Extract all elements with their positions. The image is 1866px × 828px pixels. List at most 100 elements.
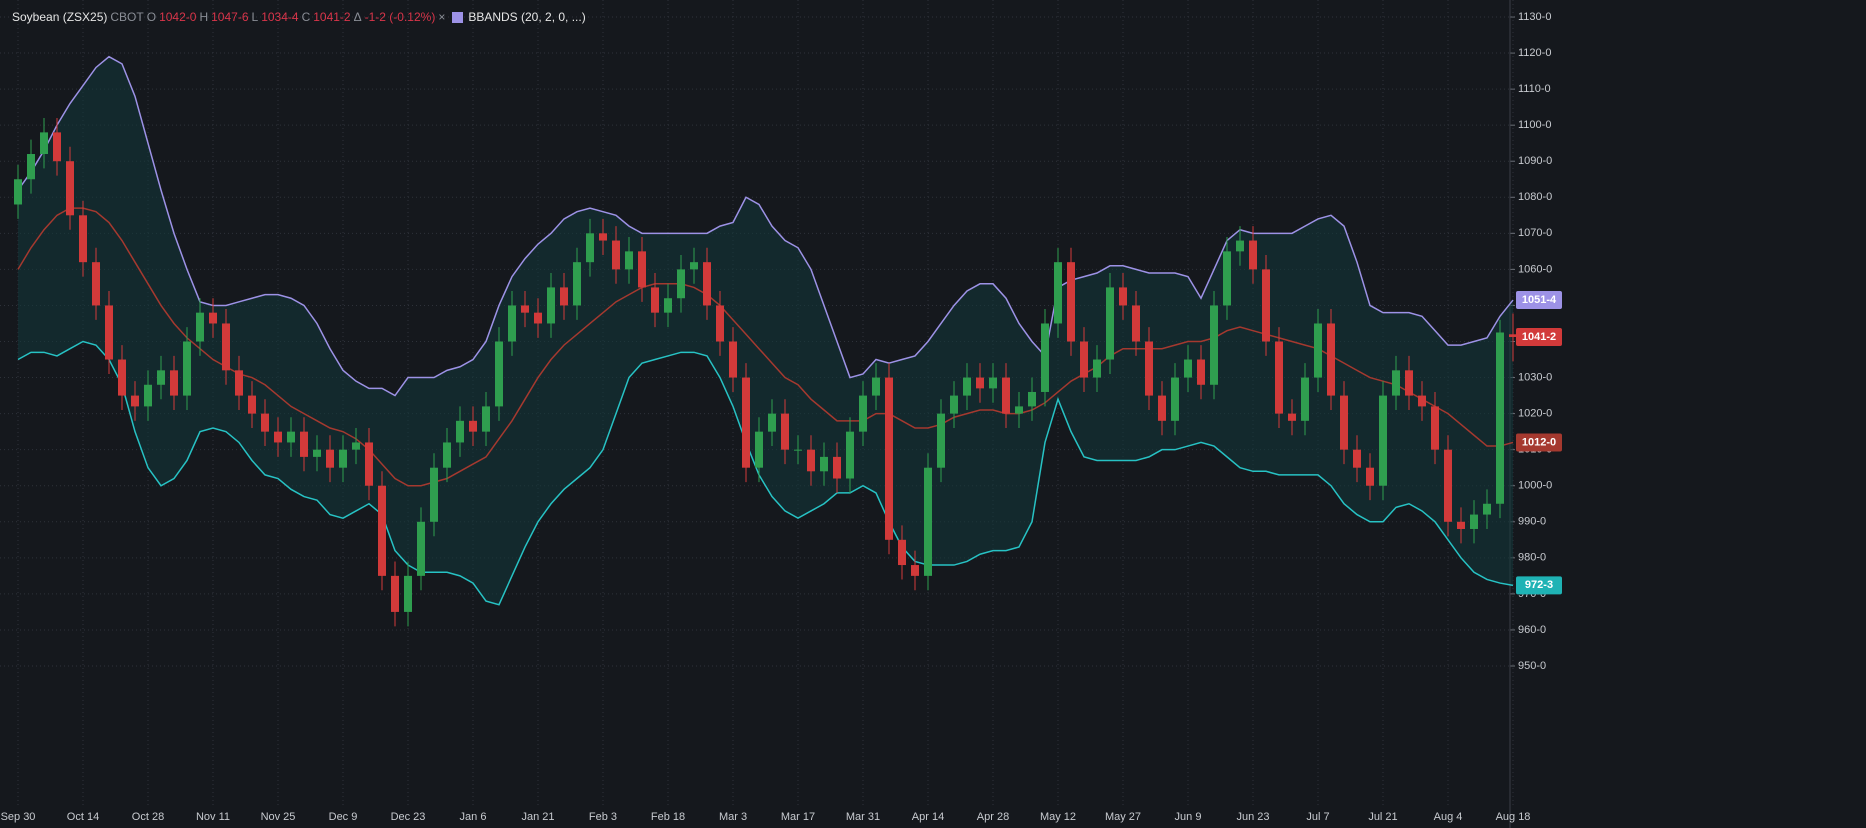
candle-body	[53, 132, 61, 162]
candle-body	[209, 312, 217, 324]
y-tick-label: 960-0	[1518, 624, 1546, 636]
y-tick-label: 990-0	[1518, 516, 1546, 528]
candle-body	[729, 341, 737, 378]
x-tick-label: Feb 18	[651, 811, 685, 823]
candle-body	[768, 413, 776, 432]
candle-body	[937, 413, 945, 468]
candle-body	[1405, 370, 1413, 396]
candle-body	[1457, 521, 1465, 529]
candle-body	[651, 287, 659, 313]
y-tick-label: 1030-0	[1518, 371, 1552, 383]
candle-body	[1158, 395, 1166, 421]
candle-body	[92, 262, 100, 306]
candle-body	[157, 370, 165, 385]
x-tick-label: Aug 4	[1434, 811, 1463, 823]
candle-body	[313, 449, 321, 457]
ohlc-label: H	[199, 10, 209, 24]
candle-body	[248, 395, 256, 414]
legend: Soybean (ZSX25) CBOT O 1042-0 H 1047-6 L 10…	[12, 10, 586, 24]
y-tick-label: 1000-0	[1518, 480, 1552, 492]
candle-body	[833, 456, 841, 479]
candle-body	[963, 377, 971, 396]
candle-body	[235, 370, 243, 396]
candle-body	[846, 431, 854, 479]
candle-body	[1106, 287, 1114, 360]
candle-body	[1210, 305, 1218, 385]
candle-body	[1028, 391, 1036, 407]
candle-body	[911, 565, 919, 576]
candle-body	[1379, 395, 1387, 486]
candle-body	[638, 251, 646, 288]
price-tag	[1516, 433, 1562, 452]
price-tag-label: 1051-4	[1522, 294, 1557, 306]
candle-body	[326, 449, 334, 468]
x-tick-label: Dec 23	[391, 811, 426, 823]
candle-body	[1483, 503, 1491, 515]
ohlc-value: 1034-4	[261, 10, 299, 24]
candle-body	[1067, 262, 1075, 342]
close-icon[interactable]: ×	[438, 10, 446, 24]
price-tag-label: 1012-0	[1522, 436, 1556, 448]
x-tick-label: Nov 25	[261, 811, 296, 823]
candle-body	[1132, 305, 1140, 342]
candle-body	[14, 179, 22, 205]
candle-body	[573, 262, 581, 306]
x-tick-label: Jun 23	[1236, 811, 1269, 823]
candle-body	[1002, 377, 1010, 414]
candle-body	[1184, 359, 1192, 378]
candle-body	[170, 370, 178, 396]
y-tick-label: 1080-0	[1518, 191, 1552, 203]
candle-body	[586, 233, 594, 263]
candle-body	[144, 384, 152, 407]
candle-body	[222, 323, 230, 371]
candle-body	[989, 377, 997, 389]
y-tick-label: 1090-0	[1518, 155, 1552, 167]
candle-body	[300, 431, 308, 457]
ohlc-label: C	[301, 10, 311, 24]
ohlc-label: L	[251, 10, 259, 24]
candle-body	[1509, 334, 1517, 337]
candle-body	[274, 431, 282, 443]
candle-body	[924, 467, 932, 576]
study-swatch	[452, 11, 464, 23]
candle-body	[1431, 406, 1439, 450]
x-tick-label: Oct 28	[132, 811, 164, 823]
candle-body	[1041, 323, 1049, 392]
candle-body	[196, 312, 204, 342]
candle-body	[1418, 395, 1426, 407]
candle-body	[521, 305, 529, 313]
y-tick-label: 950-0	[1518, 660, 1546, 672]
y-tick-label: 980-0	[1518, 552, 1546, 564]
candle-body	[1015, 406, 1023, 414]
x-tick-label: Mar 17	[781, 811, 815, 823]
candle-body	[625, 251, 633, 270]
candle-body	[534, 312, 542, 324]
y-tick-label: 1060-0	[1518, 263, 1552, 275]
candle-body	[430, 467, 438, 522]
candle-body	[40, 132, 48, 155]
x-tick-label: Jul 7	[1306, 811, 1329, 823]
candle-body	[1496, 332, 1504, 504]
exchange: CBOT	[110, 10, 144, 24]
x-tick-label: Jan 6	[460, 811, 487, 823]
candle-body	[378, 485, 386, 576]
candle-body	[1145, 341, 1153, 396]
candle-body	[417, 521, 425, 576]
ohlc-value: 1042-0	[159, 10, 197, 24]
x-tick-label: Apr 28	[977, 811, 1009, 823]
candle-body	[1366, 467, 1374, 486]
symbol: Soybean (ZSX25)	[12, 10, 108, 24]
candle-body	[1223, 251, 1231, 306]
candle-body	[1301, 377, 1309, 421]
candle-body	[1353, 449, 1361, 468]
candle-body	[690, 262, 698, 270]
candle-body	[287, 431, 295, 443]
candle-body	[105, 305, 113, 360]
x-tick-label: May 27	[1105, 811, 1141, 823]
candle-body	[469, 420, 477, 432]
candle-body	[794, 449, 802, 451]
y-tick-label: 1100-0	[1518, 119, 1551, 131]
candle-body	[391, 575, 399, 612]
x-tick-label: Mar 31	[846, 811, 880, 823]
